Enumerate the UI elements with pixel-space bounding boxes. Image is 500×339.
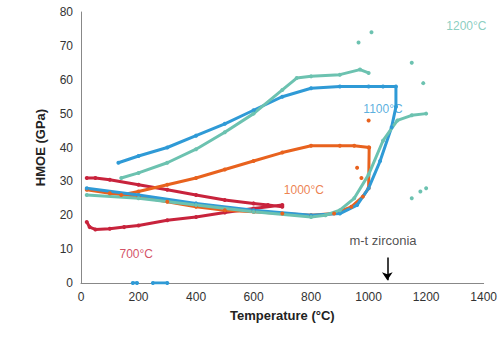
svg-text:1100°C: 1100°C xyxy=(363,102,403,116)
svg-text:0: 0 xyxy=(66,276,73,290)
svg-text:m-t zirconia: m-t zirconia xyxy=(349,233,417,248)
svg-text:1000°C: 1000°C xyxy=(284,183,324,197)
svg-text:1200°C: 1200°C xyxy=(446,19,486,33)
svg-text:700°C: 700°C xyxy=(119,247,153,261)
svg-text:30: 30 xyxy=(60,174,74,188)
svg-text:0: 0 xyxy=(78,290,85,304)
svg-text:1400: 1400 xyxy=(470,290,497,304)
svg-text:400: 400 xyxy=(186,290,206,304)
svg-text:60: 60 xyxy=(60,73,74,87)
svg-text:800: 800 xyxy=(301,290,321,304)
svg-text:Temperature (°C): Temperature (°C) xyxy=(230,308,335,323)
svg-text:20: 20 xyxy=(60,208,74,222)
svg-text:1200: 1200 xyxy=(413,290,440,304)
svg-text:200: 200 xyxy=(129,290,149,304)
svg-text:600: 600 xyxy=(244,290,264,304)
svg-text:80: 80 xyxy=(60,5,74,19)
svg-text:1000: 1000 xyxy=(355,290,382,304)
svg-text:40: 40 xyxy=(60,141,74,155)
svg-text:HMOE (GPa): HMOE (GPa) xyxy=(33,109,48,186)
svg-text:70: 70 xyxy=(60,39,74,53)
svg-text:50: 50 xyxy=(60,107,74,121)
svg-text:10: 10 xyxy=(60,242,74,256)
